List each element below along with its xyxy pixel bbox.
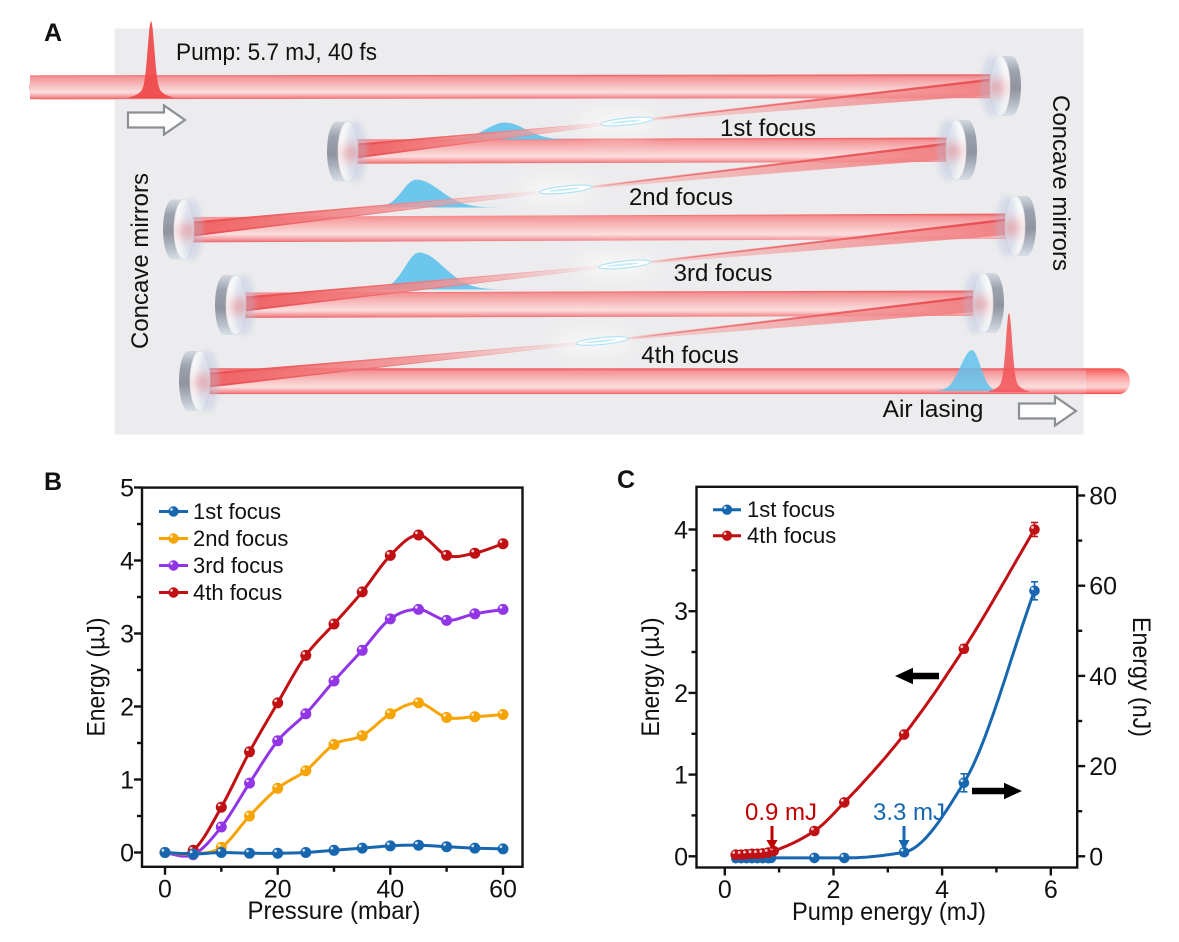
svg-text:80: 80 bbox=[1089, 483, 1117, 511]
svg-text:1st focus: 1st focus bbox=[747, 497, 835, 522]
svg-text:3: 3 bbox=[120, 621, 134, 649]
svg-text:1: 1 bbox=[120, 767, 134, 795]
svg-text:Pressure (mbar): Pressure (mbar) bbox=[248, 897, 421, 925]
svg-text:2: 2 bbox=[827, 876, 841, 904]
svg-text:0: 0 bbox=[718, 876, 732, 904]
svg-text:Energy (nJ): Energy (nJ) bbox=[1127, 617, 1155, 737]
svg-text:0: 0 bbox=[674, 843, 688, 871]
svg-text:40: 40 bbox=[1089, 663, 1117, 691]
svg-text:3rd focus: 3rd focus bbox=[674, 260, 773, 287]
svg-text:60: 60 bbox=[1089, 573, 1117, 601]
svg-text:20: 20 bbox=[264, 875, 292, 903]
svg-text:3rd focus: 3rd focus bbox=[193, 553, 284, 578]
svg-text:2: 2 bbox=[674, 680, 688, 708]
svg-text:4: 4 bbox=[674, 517, 688, 545]
svg-text:Pump: 5.7 mJ, 40 fs: Pump: 5.7 mJ, 40 fs bbox=[176, 39, 377, 66]
svg-text:B: B bbox=[44, 468, 62, 496]
svg-text:0: 0 bbox=[1089, 843, 1103, 871]
svg-text:4th focus: 4th focus bbox=[747, 523, 836, 548]
svg-text:5: 5 bbox=[120, 475, 134, 503]
svg-text:C: C bbox=[617, 466, 635, 494]
svg-text:2nd focus: 2nd focus bbox=[629, 184, 733, 211]
svg-text:1: 1 bbox=[674, 762, 688, 790]
svg-text:3.3 mJ: 3.3 mJ bbox=[873, 799, 945, 826]
svg-text:4: 4 bbox=[120, 548, 134, 576]
svg-text:0: 0 bbox=[120, 840, 134, 868]
svg-text:Energy (µJ): Energy (µJ) bbox=[637, 618, 665, 737]
svg-text:0: 0 bbox=[158, 875, 172, 903]
svg-text:Pump energy (mJ): Pump energy (mJ) bbox=[792, 898, 986, 926]
svg-text:4th focus: 4th focus bbox=[193, 580, 282, 605]
svg-text:Air lasing: Air lasing bbox=[883, 396, 984, 423]
svg-text:Energy (µJ): Energy (µJ) bbox=[83, 618, 111, 737]
svg-text:6: 6 bbox=[1044, 876, 1058, 904]
svg-text:20: 20 bbox=[1089, 753, 1117, 781]
svg-text:40: 40 bbox=[376, 875, 404, 903]
svg-text:3: 3 bbox=[674, 598, 688, 626]
svg-text:A: A bbox=[44, 19, 62, 47]
svg-text:60: 60 bbox=[489, 875, 517, 903]
svg-text:Concave mirrors: Concave mirrors bbox=[1047, 95, 1074, 271]
svg-text:1st focus: 1st focus bbox=[720, 115, 816, 142]
svg-text:0.9 mJ: 0.9 mJ bbox=[745, 799, 817, 826]
svg-text:1st focus: 1st focus bbox=[193, 499, 281, 524]
svg-text:4: 4 bbox=[935, 876, 949, 904]
svg-text:Concave mirrors: Concave mirrors bbox=[127, 173, 154, 349]
svg-text:4th focus: 4th focus bbox=[641, 342, 738, 369]
svg-text:2: 2 bbox=[120, 694, 134, 722]
svg-text:2nd focus: 2nd focus bbox=[193, 526, 288, 551]
